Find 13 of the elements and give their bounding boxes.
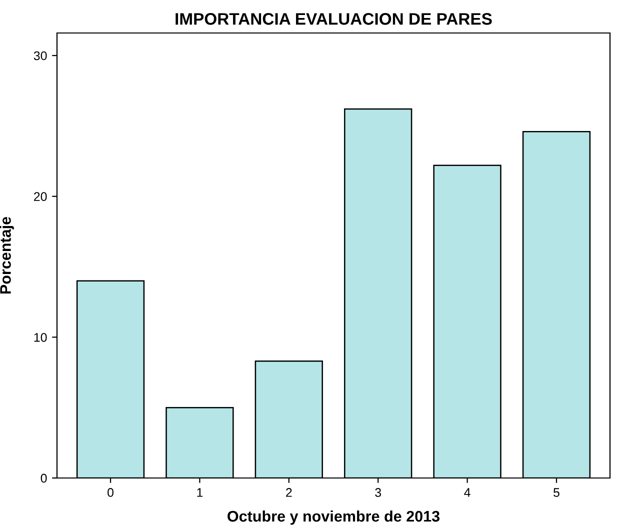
chart-title: IMPORTANCIA EVALUACION DE PARES [176,13,492,25]
y-tick-label: 20 [34,192,47,202]
y-tick-label: 10 [34,332,47,342]
x-tick-label: 2 [286,488,292,497]
x-tick-label: 3 [375,488,382,497]
x-tick-label: 5 [554,488,560,497]
y-axis-title: Porcentaje [0,216,14,294]
x-tick-label: 0 [108,488,114,497]
y-tick-label: 30 [34,51,47,60]
x-axis-title: Octubre y noviembre de 2013 [228,510,440,525]
x-tick-label: 1 [197,488,203,497]
x-tick-label: 4 [464,488,470,497]
y-tick-label: 0 [40,474,47,483]
